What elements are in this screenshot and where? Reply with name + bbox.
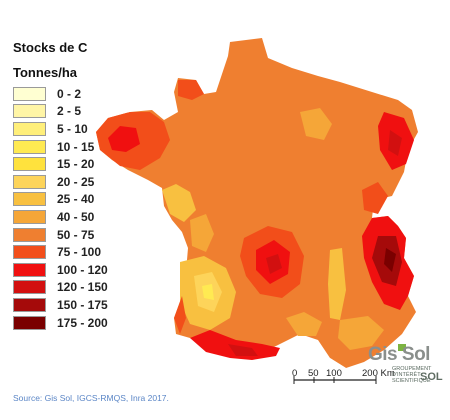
legend-swatch <box>13 104 46 119</box>
legend-swatch <box>13 121 46 136</box>
legend-item: 175 - 200 <box>13 314 138 332</box>
region-loire-light <box>162 184 196 222</box>
region-languedoc <box>286 312 322 336</box>
logo-name: Gis Sol <box>368 344 430 365</box>
region-brittany-core <box>108 126 140 152</box>
legend-label: 2 - 5 <box>57 104 82 119</box>
region-alps-peak <box>384 248 396 272</box>
legend-swatch <box>13 209 46 224</box>
region-champagne <box>300 108 332 140</box>
legend-swatch <box>13 174 46 189</box>
legend-label: 25 - 40 <box>57 192 95 207</box>
legend-swatch <box>13 157 46 172</box>
legend-swatch <box>13 315 46 330</box>
legend-item: 20 - 25 <box>13 173 138 191</box>
scale-label-50: 50 <box>308 368 319 379</box>
legend-swatch <box>13 297 46 312</box>
scale-bar-graphic <box>293 376 377 384</box>
region-rhone-valley <box>328 248 346 320</box>
legend-title: Stocks de C <box>13 40 88 55</box>
region-normandy-coast <box>178 80 204 100</box>
legend-item: 2 - 5 <box>13 103 138 121</box>
legend-unit: Tonnes/ha <box>13 65 78 80</box>
legend-label: 120 - 150 <box>57 280 108 295</box>
logo-tagline: GROUPEMENT D'INTÉRÊT SCIENTIFIQUE <box>392 366 432 384</box>
legend-item: 50 - 75 <box>13 226 138 244</box>
logo-word: SOL <box>420 371 443 383</box>
scale-label-100: 100 <box>326 368 342 379</box>
region-vosges-core <box>388 130 402 156</box>
legend-label: 10 - 15 <box>57 139 95 154</box>
region-provence <box>338 316 384 350</box>
region-massif-peak <box>266 254 282 274</box>
region-jura <box>362 182 388 214</box>
legend-swatch <box>13 262 46 277</box>
legend-label: 5 - 10 <box>57 121 88 136</box>
legend-item: 75 - 100 <box>13 243 138 261</box>
region-aquitaine-light <box>202 284 214 300</box>
legend: Stocks de C Tonnes/ha 0 - 2 2 - 5 5 - 10 10… <box>13 40 138 331</box>
legend-label: 0 - 2 <box>57 86 82 101</box>
legend-item: 120 - 150 <box>13 279 138 297</box>
legend-label: 75 - 100 <box>57 245 102 260</box>
legend-swatch <box>13 192 46 207</box>
legend-items: 0 - 2 2 - 5 5 - 10 10 - 15 15 - 20 20 - 25 25 … <box>13 85 138 331</box>
legend-item: 10 - 15 <box>13 138 138 156</box>
legend-item: 0 - 2 <box>13 85 138 103</box>
legend-swatch <box>13 227 46 242</box>
legend-label: 50 - 75 <box>57 227 95 242</box>
legend-item: 25 - 40 <box>13 191 138 209</box>
legend-swatch <box>13 86 46 101</box>
legend-label: 15 - 20 <box>57 157 95 172</box>
region-pyrenees <box>190 330 280 360</box>
legend-label: 20 - 25 <box>57 174 95 189</box>
legend-label: 40 - 50 <box>57 209 95 224</box>
scale-label-200: 200 Km <box>362 368 395 379</box>
legend-item: 150 - 175 <box>13 296 138 314</box>
scale-bar: 0 50 100 200 Km <box>290 368 400 392</box>
legend-label: 175 - 200 <box>57 315 108 330</box>
source-note: Source: Gis Sol, IGCS-RMQS, Inra 2017. <box>13 393 169 403</box>
logo-accent <box>398 344 406 351</box>
region-pyrenees-core <box>228 344 258 356</box>
legend-item: 15 - 20 <box>13 155 138 173</box>
legend-swatch <box>13 280 46 295</box>
gis-sol-logo: Gis Sol GROUPEMENT D'INTÉRÊT SCIENTIFIQU… <box>368 344 448 386</box>
legend-label: 100 - 120 <box>57 262 108 277</box>
legend-swatch <box>13 139 46 154</box>
legend-swatch <box>13 245 46 260</box>
legend-item: 40 - 50 <box>13 208 138 226</box>
mediterranean-sea <box>292 350 346 374</box>
legend-item: 5 - 10 <box>13 120 138 138</box>
region-poitou <box>190 214 214 252</box>
region-atlantic-coast <box>174 296 186 334</box>
scale-label-0: 0 <box>292 368 298 379</box>
legend-item: 100 - 120 <box>13 261 138 279</box>
legend-label: 150 - 175 <box>57 297 108 312</box>
